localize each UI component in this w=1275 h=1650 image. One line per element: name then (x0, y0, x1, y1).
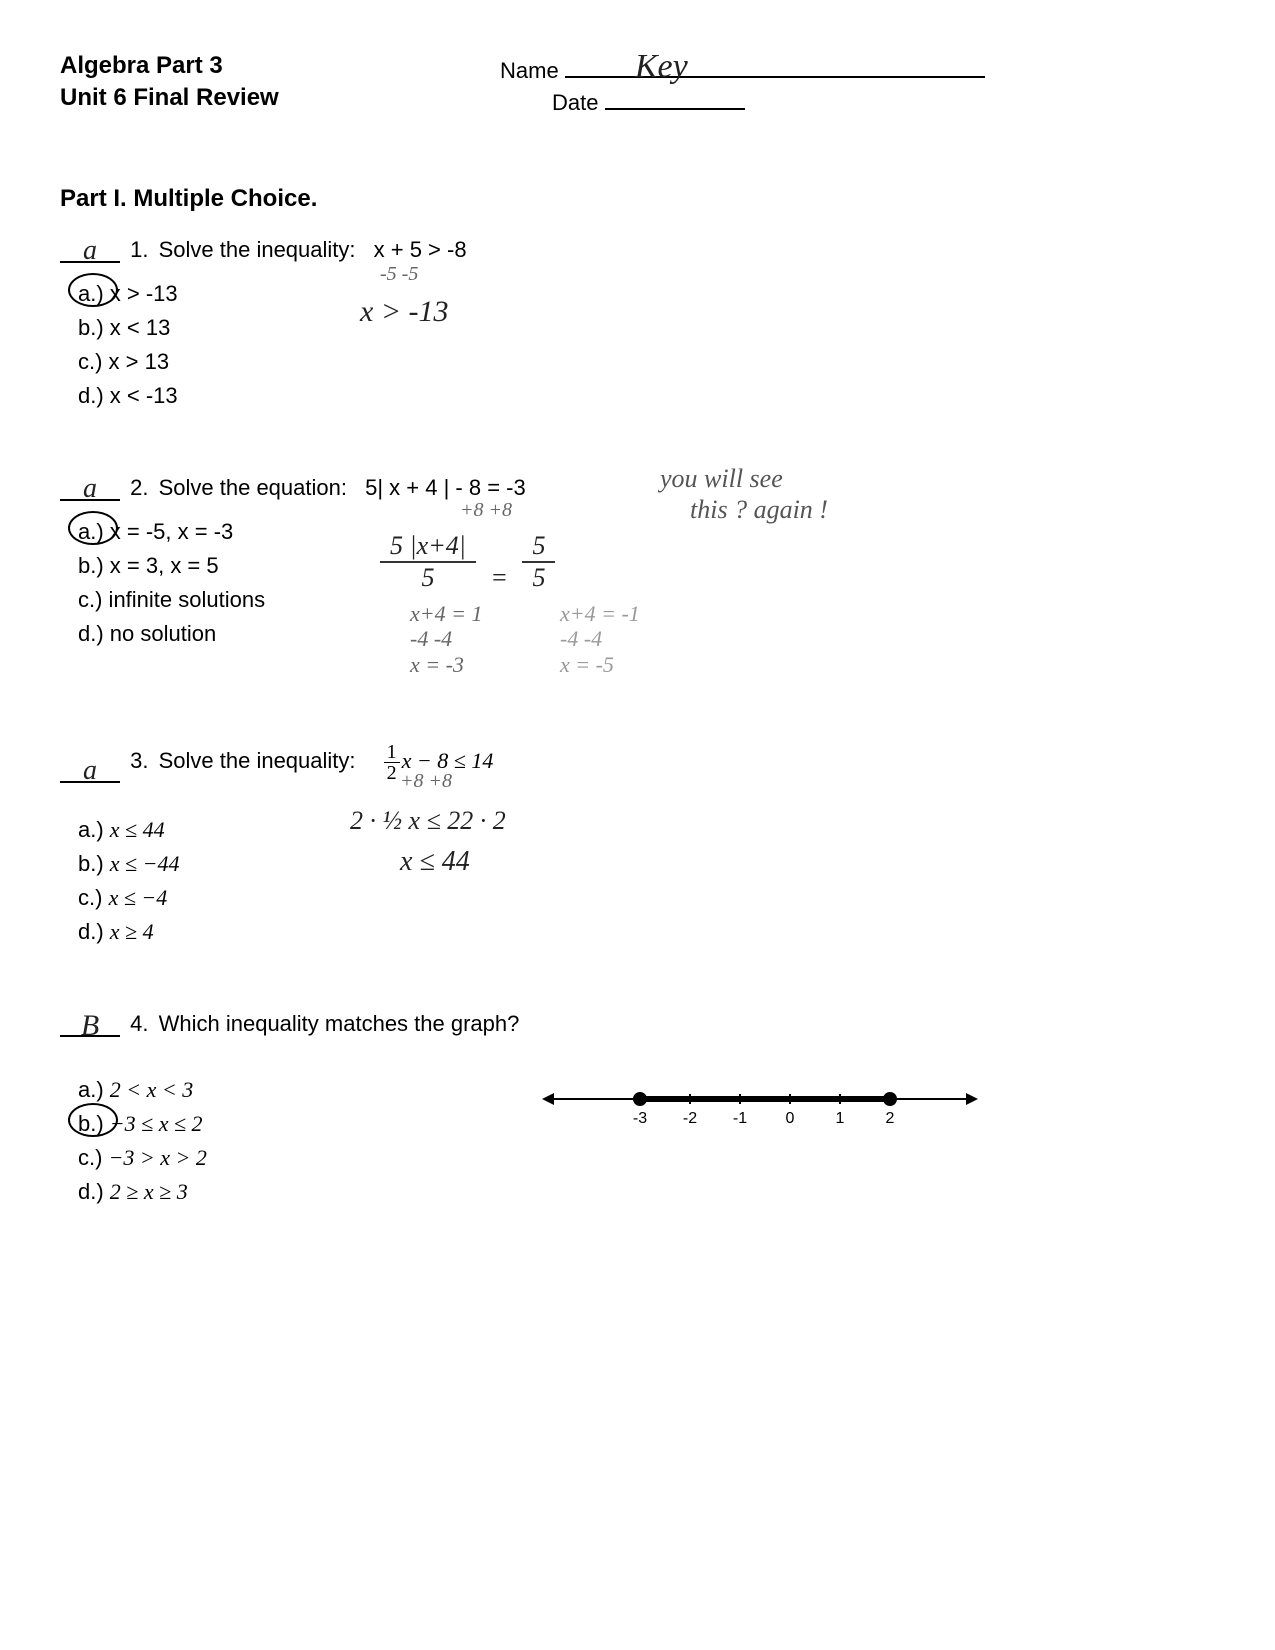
date-label: Date (552, 90, 598, 115)
q3-choices: a.) x ≤ 44 b.) x ≤ −44 c.) x ≤ −4 d.) x … (78, 813, 1215, 949)
q3-choice-c: c.) x ≤ −4 (78, 881, 1215, 915)
q3-answer: a (83, 755, 97, 786)
q4-choice-d: d.) 2 ≥ x ≥ 3 (78, 1175, 1215, 1209)
q1-number: 1. (130, 237, 148, 262)
q3-choice-b: b.) x ≤ −44 (78, 847, 1215, 881)
q1-choice-b: b.) x < 13 (78, 311, 1215, 345)
q3-choice-a: a.) x ≤ 44 (78, 813, 1215, 847)
q2-expression: 5| x + 4 | - 8 = -3 (365, 475, 526, 500)
number-line-svg: -3 -2 -1 0 1 2 (540, 1079, 980, 1139)
q1-prompt-text: Solve the inequality: (159, 237, 356, 262)
q1-choice-c: c.) x > 13 (78, 345, 1215, 379)
q2-side-note: you will see this ? again ! (660, 463, 828, 525)
q3-work-0: +8 +8 (400, 770, 452, 793)
q3-prompt-text: Solve the inequality: (159, 748, 356, 773)
q3-work-1: 2 · ½ x ≤ 22 · 2 (350, 806, 506, 836)
q2-work-1: +8 +8 (460, 499, 512, 522)
q1-prompt-row: a 1. Solve the inequality: x + 5 > -8 (60, 235, 1215, 263)
q1-work-2: x > -13 (360, 295, 449, 329)
section-title: Part I. Multiple Choice. (60, 185, 1215, 213)
q1-answer: a (83, 235, 97, 266)
name-date-block: Name Key Date (500, 58, 985, 116)
q2-choice-c: c.) infinite solutions (78, 583, 1215, 617)
q4-choice-c: c.) −3 > x > 2 (78, 1141, 1215, 1175)
q2-work-left: x+4 = 1 -4 -4 x = -3 (410, 601, 482, 677)
svg-text:-3: -3 (633, 1110, 647, 1127)
q1-choice-a: a.) x > -13 (78, 277, 1215, 311)
q4-answer: B (81, 1009, 99, 1042)
svg-text:0: 0 (786, 1110, 795, 1127)
q2-work-right: x+4 = -1 -4 -4 x = -5 (560, 601, 640, 677)
question-2: a 2. Solve the equation: 5| x + 4 | - 8 … (60, 473, 1215, 651)
svg-text:-2: -2 (683, 1110, 697, 1127)
q4-prompt-row: B 4. Which inequality matches the graph? (60, 1009, 1215, 1037)
q2-choices: a.) x = -5, x = -3 b.) x = 3, x = 5 c.) … (78, 515, 1215, 651)
q1-choice-d: d.) x < -13 (78, 379, 1215, 413)
q3-choice-d: d.) x ≥ 4 (78, 915, 1215, 949)
q3-number: 3. (130, 748, 148, 773)
question-4: B 4. Which inequality matches the graph?… (60, 1009, 1215, 1209)
svg-text:1: 1 (836, 1110, 845, 1127)
q2-work-frac: 5 |x+4| 5 = 5 5 (380, 531, 555, 593)
q3-work-2: x ≤ 44 (400, 846, 470, 878)
q2-number: 2. (130, 475, 148, 500)
name-value: Key (635, 48, 688, 86)
q1-expression: x + 5 > -8 (374, 237, 467, 262)
svg-text:2: 2 (886, 1110, 895, 1127)
number-line: -3 -2 -1 0 1 2 (540, 1079, 980, 1145)
q3-prompt-row: a 3. Solve the inequality: 12x − 8 ≤ 14 (60, 742, 1215, 783)
question-3: a 3. Solve the inequality: 12x − 8 ≤ 14 … (60, 742, 1215, 949)
question-1: a 1. Solve the inequality: x + 5 > -8 a.… (60, 235, 1215, 413)
q4-number: 4. (130, 1011, 148, 1036)
name-label: Name (500, 58, 559, 83)
q2-answer: a (83, 473, 97, 504)
name-row: Name Key (500, 58, 985, 84)
q2-prompt-row: a 2. Solve the equation: 5| x + 4 | - 8 … (60, 473, 1215, 501)
q2-prompt-text: Solve the equation: (159, 475, 347, 500)
q2-choice-a: a.) x = -5, x = -3 (78, 515, 1215, 549)
q2-choice-d: d.) no solution (78, 617, 1215, 651)
date-row: Date (552, 90, 985, 116)
q2-choice-b: b.) x = 3, x = 5 (78, 549, 1215, 583)
svg-text:-1: -1 (733, 1110, 747, 1127)
q1-choices: a.) x > -13 b.) x < 13 c.) x > 13 d.) x … (78, 277, 1215, 413)
q1-work-1: -5 -5 (380, 263, 418, 286)
q4-prompt-text: Which inequality matches the graph? (159, 1011, 520, 1036)
